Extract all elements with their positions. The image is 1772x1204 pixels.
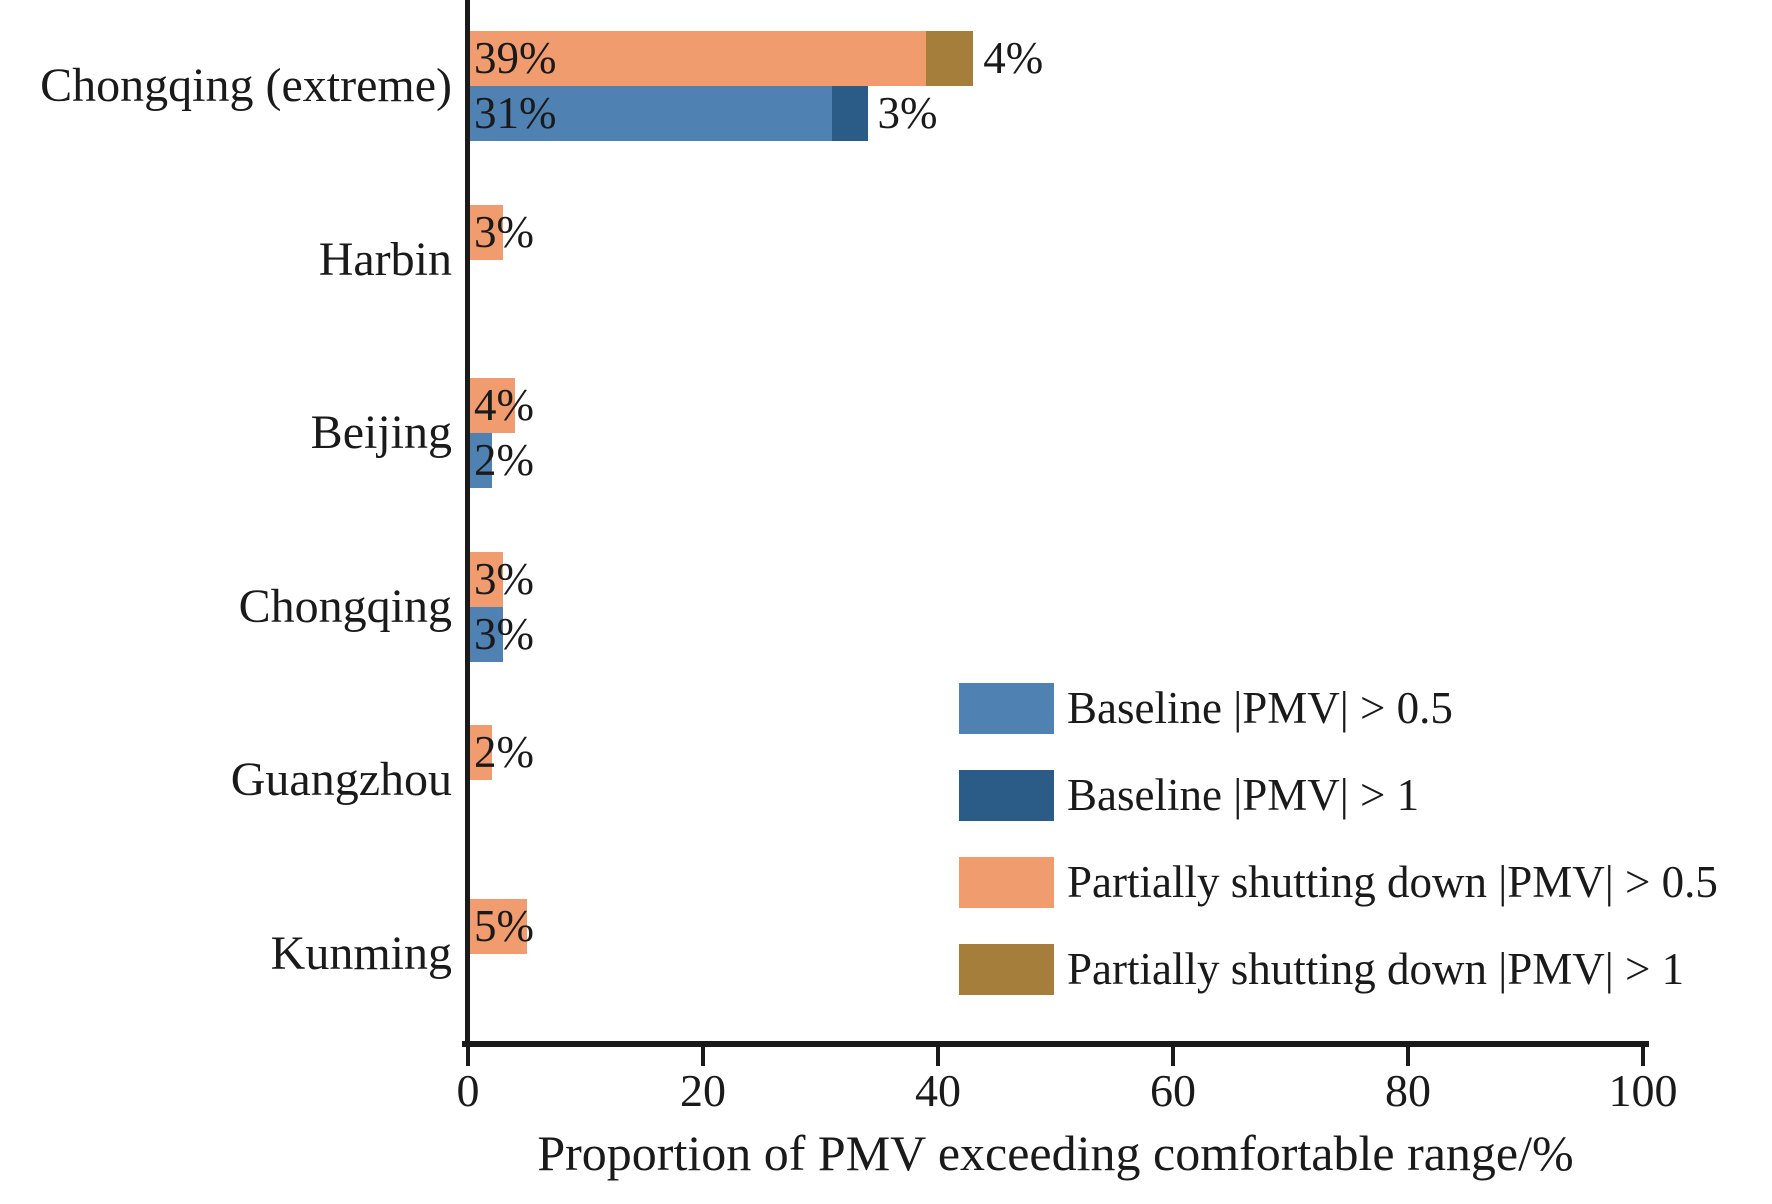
x-tick-mark-100 (1641, 1047, 1645, 1066)
bar-value-label-baseline-base-chongqing-extreme: 31% (474, 88, 557, 138)
bar-partial-base-beijing (468, 378, 515, 433)
x-tick-label-0: 0 (456, 1065, 480, 1116)
bar-value-label-partial-base-kunming: 5% (474, 900, 534, 951)
bar-value-label-baseline-base-chongqing: 3% (474, 608, 534, 659)
x-tick-mark-40 (936, 1047, 940, 1066)
x-tick-mark-80 (1406, 1047, 1410, 1066)
legend-label-partially-shutting-down-pmv-1: Partially shutting down |PMV| > 1 (1067, 944, 1685, 994)
bar-value-label-partial-base-guangzhou: 2% (474, 727, 534, 777)
legend-swatch-baseline-extension (959, 770, 1054, 821)
category-label-kunming: Kunming (270, 926, 452, 980)
x-tick-mark-60 (1171, 1047, 1175, 1066)
bar-value-label-baseline-extension-chongqing-extreme: 3% (877, 88, 938, 138)
x-tick-label-20: 20 (680, 1065, 726, 1116)
legend-label-baseline-pmv-1: Baseline |PMV| > 1 (1067, 770, 1420, 820)
x-tick-label-40: 40 (915, 1065, 961, 1116)
bar-partial-base-chongqing (468, 551, 504, 607)
legend-item-partially-shutting-down-pmv-0-5: Partially shutting down |PMV| > 0.5 (959, 857, 1718, 908)
legend-item-baseline-pmv-0-5: Baseline |PMV| > 0.5 (959, 683, 1453, 734)
x-tick-mark-0 (466, 1047, 470, 1066)
bar-partial-base-guangzhou (468, 725, 492, 780)
bar-value-label-partial-extension-chongqing-extreme: 4% (983, 33, 1044, 83)
x-axis-line (462, 1041, 1649, 1047)
bar-baseline-base-chongqing-extreme (468, 86, 833, 141)
legend-item-partially-shutting-down-pmv-1: Partially shutting down |PMV| > 1 (959, 944, 1684, 995)
bar-baseline-extension-chongqing-extreme (832, 86, 868, 141)
x-tick-label-100: 100 (1608, 1065, 1678, 1116)
legend-swatch-partial-extension (959, 944, 1054, 995)
category-label-harbin: Harbin (318, 232, 452, 286)
category-label-chongqing: Chongqing (238, 579, 452, 633)
legend-swatch-baseline-base (959, 683, 1054, 734)
y-axis-line (465, 0, 470, 1047)
legend-label-baseline-pmv-0-5: Baseline |PMV| > 0.5 (1067, 683, 1453, 733)
bar-baseline-base-chongqing (468, 606, 504, 662)
legend-item-baseline-pmv-1: Baseline |PMV| > 1 (959, 770, 1419, 821)
bar-partial-extension-chongqing-extreme (926, 31, 974, 86)
bar-baseline-base-beijing (468, 433, 492, 488)
bar-partial-base-harbin (468, 204, 504, 260)
bar-value-label-partial-base-beijing: 4% (474, 380, 534, 430)
x-tick-label-60: 60 (1150, 1065, 1196, 1116)
x-tick-mark-20 (701, 1047, 705, 1066)
category-label-chongqing-extreme: Chongqing (extreme) (40, 59, 452, 112)
x-tick-label-80: 80 (1385, 1065, 1431, 1116)
bar-partial-base-chongqing-extreme (468, 31, 927, 86)
bar-value-label-baseline-base-beijing: 2% (474, 435, 534, 485)
category-label-guangzhou: Guangzhou (230, 753, 452, 806)
category-label-beijing: Beijing (310, 406, 452, 459)
bar-value-label-partial-base-harbin: 3% (474, 206, 534, 257)
bar-value-label-partial-base-chongqing: 3% (474, 553, 534, 604)
bar-value-label-partial-base-chongqing-extreme: 39% (474, 33, 557, 83)
bar-partial-base-kunming (468, 898, 527, 954)
legend-swatch-partial-base (959, 857, 1054, 908)
legend-label-partially-shutting-down-pmv-0-5: Partially shutting down |PMV| > 0.5 (1067, 857, 1718, 907)
x-axis-title: Proportion of PMV exceeding comfortable … (537, 1125, 1574, 1181)
